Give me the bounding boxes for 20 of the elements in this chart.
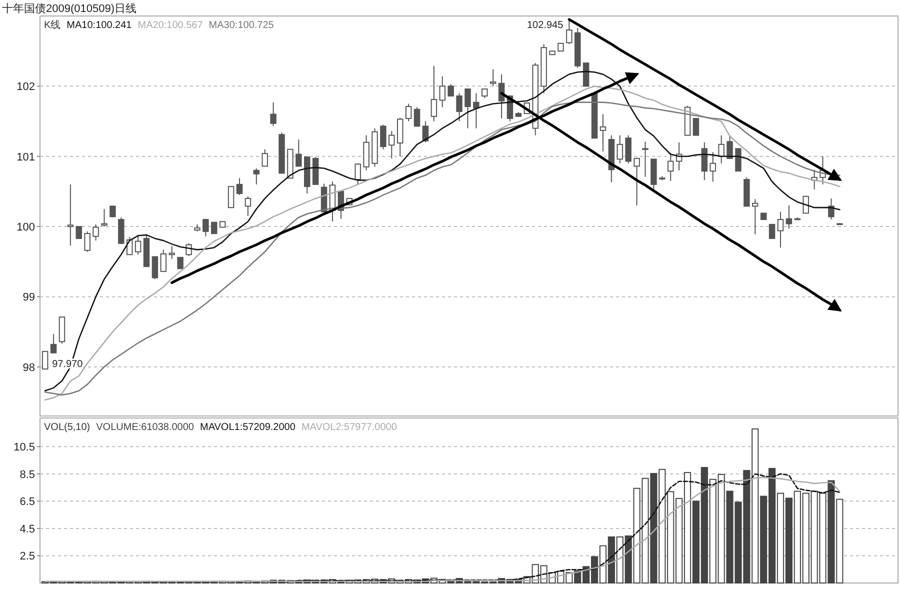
legend-title: VOL(5,10) <box>44 422 90 433</box>
text: MA30:100.725 <box>208 20 274 31</box>
y-tick-label: 10.5 <box>14 442 35 454</box>
text: MA10:100.241 <box>66 20 132 31</box>
text: VOLUME:61038.0000 <box>96 422 194 433</box>
y-tick-label: 99 <box>22 292 35 304</box>
text: MA20:100.567 <box>138 20 204 31</box>
legend-title: K线 <box>44 19 61 31</box>
y-tick-label: 98 <box>22 362 35 374</box>
chart-title: 十年国债2009(010509)日线 <box>2 2 137 15</box>
y-tick-label: 2.5 <box>20 550 35 563</box>
y-tick-label: 101 <box>16 151 35 164</box>
text: MAVOL1:57209.2000 <box>200 422 296 433</box>
y-tick-label: 100 <box>16 222 35 234</box>
y-tick-label: 4.5 <box>20 523 35 536</box>
y-tick-label: 6.5 <box>20 496 35 508</box>
y-tick-label: 102 <box>16 81 35 94</box>
y-tick-label: 8.5 <box>20 468 35 481</box>
annotation: 102.945 <box>527 20 564 31</box>
text: MAVOL2:57977.0000 <box>301 422 398 433</box>
